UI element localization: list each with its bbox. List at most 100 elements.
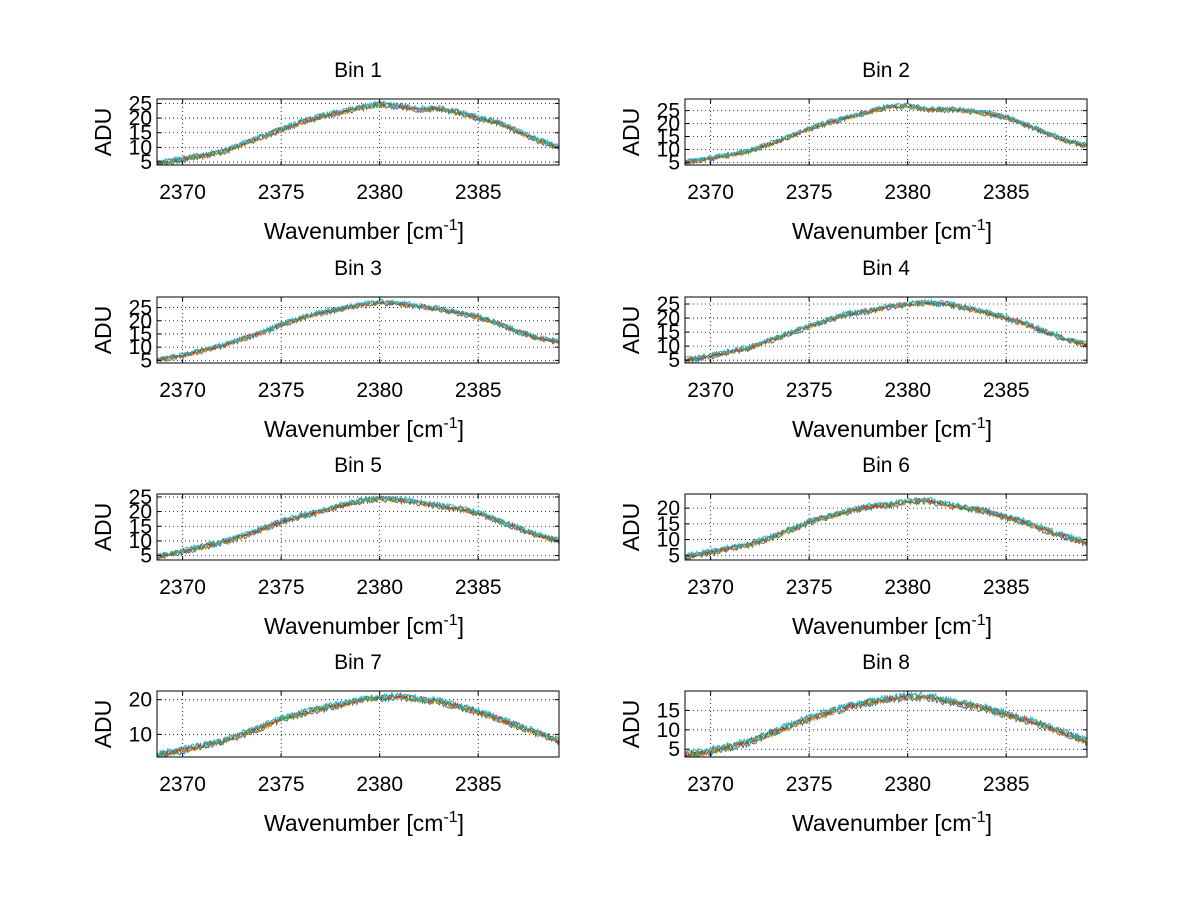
spectrum-line: [157, 691, 559, 757]
x-tick-label: 2375: [786, 576, 833, 599]
x-axis-label-sup: -1: [971, 415, 985, 432]
x-tick-label: 2385: [983, 773, 1030, 796]
x-axis-label-end: ]: [458, 416, 464, 442]
y-tick-label: 20: [657, 113, 680, 136]
subplot-bin-7: Bin 7 2370 2375 2380 2385 10 20 Wavenumber [cm-…: [90, 651, 560, 836]
x-axis-label-text: Wavenumber [cm: [264, 613, 443, 639]
y-tick-label: 25: [129, 92, 152, 115]
x-tick-label: 2380: [356, 773, 403, 796]
y-tick-label: 5: [140, 545, 152, 568]
y-tick-label: 20: [129, 689, 152, 712]
y-tick-label: 5: [668, 544, 680, 567]
x-axis-label-text: Wavenumber [cm: [792, 218, 971, 244]
spectrum-line: [157, 494, 559, 558]
y-tick-label: 5: [140, 349, 152, 372]
x-axis-label-end: ]: [458, 218, 464, 244]
x-axis-label-text: Wavenumber [cm: [264, 416, 443, 442]
y-tick-label: 15: [129, 515, 152, 538]
x-tick-label: 2370: [159, 773, 206, 796]
spectrum-line: [685, 298, 1087, 360]
y-tick-label: 15: [657, 126, 680, 149]
subplot-title: Bin 1: [334, 59, 382, 82]
subplot-title: Bin 2: [862, 59, 910, 82]
x-axis-label-end: ]: [986, 416, 992, 442]
x-tick-label: 2375: [258, 576, 305, 599]
y-tick-label: 5: [668, 738, 680, 761]
x-tick-label: 2380: [356, 181, 403, 204]
x-axis-label-end: ]: [458, 810, 464, 836]
x-tick-label: 2385: [983, 379, 1030, 402]
y-tick-label: 10: [129, 336, 152, 359]
axes-frame: [156, 296, 560, 364]
y-tick-label: 25: [657, 293, 680, 316]
x-tick-label: 2370: [687, 576, 734, 599]
y-tick-label: 20: [657, 307, 680, 330]
x-tick-label: 2375: [786, 181, 833, 204]
x-axis-label-end: ]: [986, 218, 992, 244]
x-tick-label: 2385: [455, 379, 502, 402]
y-tick-label: 10: [657, 138, 680, 161]
subplot-title: Bin 4: [862, 257, 910, 280]
y-tick-label: 20: [129, 310, 152, 333]
y-tick-label: 10: [129, 723, 152, 746]
x-axis-label-end: ]: [986, 613, 992, 639]
x-axis-label-sup: -1: [443, 217, 457, 234]
spectrum-line: [685, 691, 1087, 756]
y-tick-label: 10: [129, 530, 152, 553]
y-tick-label: 10: [657, 529, 680, 552]
y-axis-label: ADU: [618, 108, 644, 157]
x-axis-label-text: Wavenumber [cm: [264, 218, 443, 244]
axes-frame: [156, 493, 560, 561]
x-tick-label: 2385: [455, 576, 502, 599]
axes-frame: [684, 493, 1088, 561]
x-axis-label-sup: -1: [971, 809, 985, 826]
y-tick-label: 20: [129, 501, 152, 524]
x-tick-label: 2375: [258, 773, 305, 796]
subplot-title: Bin 7: [334, 651, 382, 674]
y-tick-label: 25: [657, 100, 680, 123]
x-tick-label: 2380: [884, 379, 931, 402]
x-axis-label: Wavenumber [cm-1]: [264, 809, 464, 836]
x-axis-label: Wavenumber [cm-1]: [792, 217, 992, 244]
subplot-title: Bin 8: [862, 651, 910, 674]
x-axis-label-sup: -1: [443, 809, 457, 826]
y-tick-label: 5: [140, 151, 152, 174]
x-axis-label-text: Wavenumber [cm: [792, 416, 971, 442]
x-axis-label-sup: -1: [971, 612, 985, 629]
x-tick-label: 2370: [687, 773, 734, 796]
x-tick-label: 2370: [159, 576, 206, 599]
y-tick-label: 5: [668, 349, 680, 372]
x-tick-label: 2375: [258, 379, 305, 402]
x-axis-label-end: ]: [986, 810, 992, 836]
plot-area: [157, 494, 559, 560]
x-axis-label: Wavenumber [cm-1]: [264, 415, 464, 442]
axes-frame: [684, 296, 1088, 364]
axes-frame: [684, 98, 1088, 166]
y-tick-label: 15: [657, 513, 680, 536]
y-tick-label: 25: [129, 297, 152, 320]
x-tick-label: 2380: [356, 379, 403, 402]
axes-frame: [156, 98, 560, 166]
spectrum-line: [685, 496, 1087, 558]
subplot-title: Bin 3: [334, 257, 382, 280]
x-tick-label: 2370: [687, 379, 734, 402]
y-tick-label: 5: [668, 151, 680, 174]
x-axis-label: Wavenumber [cm-1]: [792, 415, 992, 442]
x-tick-label: 2380: [356, 576, 403, 599]
x-tick-label: 2375: [786, 773, 833, 796]
x-axis-label-sup: -1: [971, 217, 985, 234]
spectrum-line: [685, 102, 1087, 164]
y-tick-label: 15: [129, 122, 152, 145]
x-tick-label: 2385: [455, 181, 502, 204]
x-tick-label: 2380: [884, 576, 931, 599]
x-tick-label: 2385: [983, 576, 1030, 599]
y-tick-label: 20: [129, 107, 152, 130]
x-tick-label: 2375: [258, 181, 305, 204]
x-axis-label-sup: -1: [443, 415, 457, 432]
x-axis-label-end: ]: [458, 613, 464, 639]
